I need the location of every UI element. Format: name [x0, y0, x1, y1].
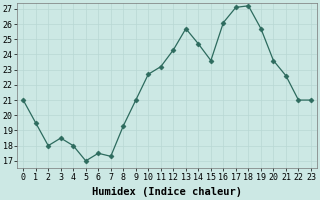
X-axis label: Humidex (Indice chaleur): Humidex (Indice chaleur)	[92, 187, 242, 197]
